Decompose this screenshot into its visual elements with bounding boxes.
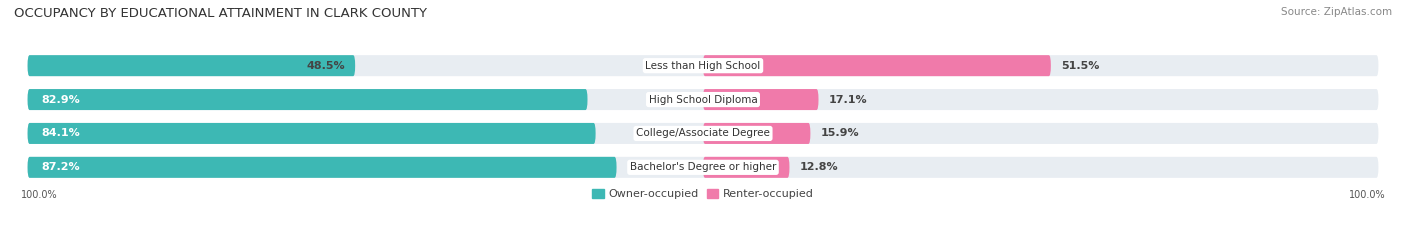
- Text: OCCUPANCY BY EDUCATIONAL ATTAINMENT IN CLARK COUNTY: OCCUPANCY BY EDUCATIONAL ATTAINMENT IN C…: [14, 7, 427, 20]
- Text: 82.9%: 82.9%: [41, 95, 80, 105]
- Text: College/Associate Degree: College/Associate Degree: [636, 128, 770, 138]
- Text: High School Diploma: High School Diploma: [648, 95, 758, 105]
- FancyBboxPatch shape: [28, 157, 1378, 178]
- Legend: Owner-occupied, Renter-occupied: Owner-occupied, Renter-occupied: [588, 184, 818, 203]
- FancyBboxPatch shape: [28, 55, 356, 76]
- FancyBboxPatch shape: [703, 123, 810, 144]
- Text: 84.1%: 84.1%: [41, 128, 80, 138]
- Text: 100.0%: 100.0%: [21, 190, 58, 200]
- FancyBboxPatch shape: [28, 89, 1378, 110]
- FancyBboxPatch shape: [28, 123, 596, 144]
- Text: 12.8%: 12.8%: [800, 162, 838, 172]
- Text: 87.2%: 87.2%: [41, 162, 80, 172]
- FancyBboxPatch shape: [703, 55, 1050, 76]
- FancyBboxPatch shape: [28, 123, 1378, 144]
- Text: Source: ZipAtlas.com: Source: ZipAtlas.com: [1281, 7, 1392, 17]
- FancyBboxPatch shape: [703, 89, 818, 110]
- FancyBboxPatch shape: [28, 89, 588, 110]
- Text: 15.9%: 15.9%: [821, 128, 859, 138]
- FancyBboxPatch shape: [28, 157, 617, 178]
- Text: 100.0%: 100.0%: [1348, 190, 1385, 200]
- Text: 51.5%: 51.5%: [1062, 61, 1099, 71]
- Text: Less than High School: Less than High School: [645, 61, 761, 71]
- Text: 17.1%: 17.1%: [828, 95, 868, 105]
- FancyBboxPatch shape: [28, 55, 1378, 76]
- Text: Bachelor's Degree or higher: Bachelor's Degree or higher: [630, 162, 776, 172]
- Text: 48.5%: 48.5%: [307, 61, 344, 71]
- FancyBboxPatch shape: [703, 157, 789, 178]
